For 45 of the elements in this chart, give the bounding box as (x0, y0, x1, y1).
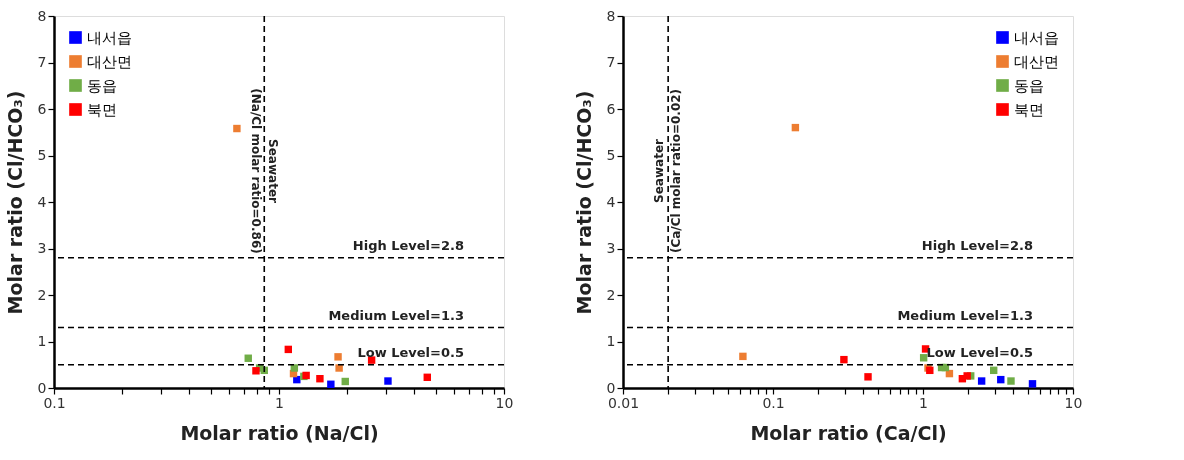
y-tick-label: 5 (606, 147, 616, 163)
legend-label: 대산면 (87, 52, 132, 71)
y-tick-label: 2 (606, 286, 616, 303)
y-tick-label: 3 (606, 240, 616, 256)
x-tick-label: 0.1 (762, 394, 785, 411)
y-tick-label: 1 (606, 333, 616, 349)
legend-label: 북면 (87, 100, 117, 119)
y-tick-label: 5 (37, 147, 47, 163)
legend-label: 동읍 (1014, 76, 1044, 95)
legend-label: 동읍 (87, 76, 117, 95)
x-axis-title: Molar ratio (Ca/Cl) (750, 421, 947, 444)
y-tick-label: 7 (37, 54, 47, 70)
y-tick-label: 8 (37, 7, 47, 24)
y-tick-label: 2 (37, 286, 47, 303)
y-axis-title: Molar ratio (Cl/HCO₃) (572, 90, 595, 315)
ref-line-label: Seawater (Na/Cl molar ratio=0.86) (249, 88, 281, 254)
x-tick-label: 1 (919, 394, 928, 411)
legend-label: 북면 (1014, 100, 1044, 119)
ref-line-label: High Level=2.8 (352, 237, 464, 253)
y-tick-label: 6 (606, 100, 616, 117)
x-tick-label: 10 (1064, 394, 1083, 411)
y-tick-label: 4 (606, 193, 616, 210)
x-tick-label: 10 (495, 394, 514, 411)
y-tick-label: 6 (37, 100, 47, 117)
legend-label: 내서읍 (1014, 28, 1059, 47)
y-tick-label: 0 (37, 379, 47, 396)
x-tick-label: 0.1 (43, 394, 66, 411)
y-tick-label: 4 (37, 193, 47, 210)
x-tick-label: 1 (275, 394, 284, 411)
y-tick-label: 7 (606, 54, 616, 70)
legend-label: 내서읍 (87, 28, 132, 47)
y-tick-label: 0 (606, 379, 616, 396)
y-axis-title: Molar ratio (Cl/HCO₃) (3, 90, 26, 315)
y-tick-label: 1 (37, 333, 47, 349)
ref-line-label: Low Level=0.5 (926, 344, 1033, 360)
ref-line-label: Medium Level=1.3 (897, 307, 1033, 323)
ref-line-label: Seawater (Ca/Cl molar ratio=0.02) (652, 88, 684, 254)
legend-label: 대산면 (1014, 52, 1059, 71)
x-axis-title: Molar ratio (Na/Cl) (180, 421, 379, 444)
ref-line-label: Medium Level=1.3 (328, 307, 464, 323)
x-tick-label: 0.01 (607, 394, 640, 411)
y-tick-label: 3 (37, 240, 47, 256)
ref-line-label: High Level=2.8 (921, 237, 1033, 253)
y-tick-label: 8 (606, 7, 616, 24)
ref-line-label: Low Level=0.5 (357, 344, 464, 360)
